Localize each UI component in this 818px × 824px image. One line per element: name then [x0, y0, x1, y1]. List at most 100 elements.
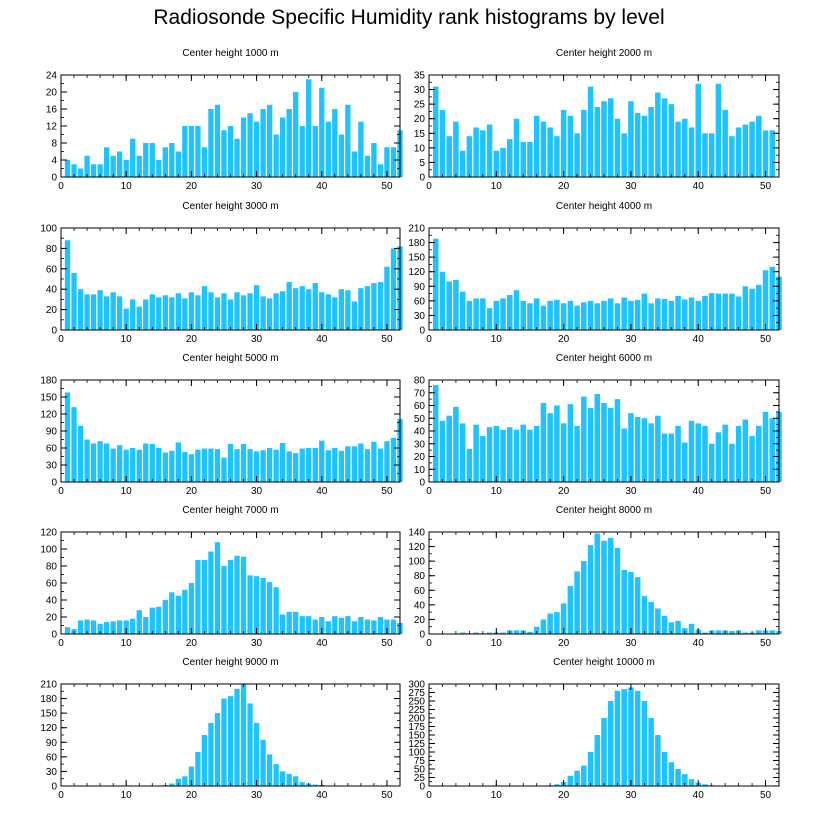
bar — [634, 299, 641, 330]
x-tick-label: 50 — [760, 790, 772, 801]
bar — [594, 394, 601, 482]
bar — [574, 305, 580, 330]
bar — [688, 127, 695, 177]
bar — [641, 701, 648, 786]
y-tick-label: 120 — [40, 723, 57, 734]
bar — [655, 92, 661, 177]
bar — [364, 619, 371, 634]
bar — [332, 616, 338, 634]
y-tick-label: 60 — [414, 296, 426, 307]
bar — [371, 620, 377, 634]
bar — [338, 450, 344, 482]
bar — [273, 764, 279, 786]
bar — [533, 115, 540, 177]
x-tick-label: 20 — [186, 181, 198, 192]
bar — [188, 292, 195, 330]
bar — [574, 133, 580, 177]
bar — [688, 779, 695, 786]
bar — [84, 155, 90, 177]
bar — [384, 147, 390, 177]
panel-title: Center height 6000 m — [556, 353, 652, 364]
bar — [574, 425, 580, 482]
bar — [682, 442, 688, 482]
bar — [480, 436, 486, 482]
y-tick-label: 16 — [46, 105, 58, 116]
x-tick-label: 50 — [760, 181, 772, 192]
bar — [338, 617, 344, 634]
bar — [214, 542, 221, 634]
y-tick-label: 30 — [414, 85, 426, 96]
bar — [507, 295, 513, 330]
panel-title: Center height 3000 m — [182, 201, 278, 212]
bar — [299, 782, 305, 786]
y-tick-label: 35 — [414, 71, 426, 82]
bar — [567, 585, 574, 634]
bar — [648, 107, 654, 177]
bar — [221, 130, 227, 177]
bar — [446, 136, 452, 177]
bar — [756, 425, 762, 482]
bar — [306, 79, 312, 177]
x-tick-label: 0 — [58, 181, 64, 192]
y-tick-label: 60 — [414, 401, 426, 412]
bar — [286, 282, 292, 330]
bar — [253, 576, 260, 634]
y-tick-label: 0 — [51, 326, 57, 337]
x-tick-label: 40 — [693, 334, 705, 345]
bar — [123, 449, 129, 482]
bar — [540, 402, 547, 482]
y-tick-label: 0 — [51, 782, 57, 793]
bar — [729, 136, 735, 177]
y-tick-label: 120 — [40, 410, 57, 421]
y-tick-label: 225 — [408, 705, 425, 716]
bar — [446, 415, 452, 482]
x-tick-label: 30 — [251, 638, 263, 649]
x-tick-label: 20 — [558, 790, 570, 801]
y-tick-label: 5 — [419, 158, 425, 169]
bar — [675, 296, 681, 330]
bar — [655, 735, 661, 786]
y-tick-label: 25 — [414, 100, 426, 111]
bar — [769, 266, 776, 330]
bar — [614, 399, 621, 482]
bar — [742, 124, 749, 177]
bar — [432, 238, 439, 330]
bar — [453, 121, 459, 177]
bar — [195, 295, 201, 330]
bar — [227, 126, 234, 177]
bar — [384, 441, 390, 482]
bar — [560, 109, 567, 177]
x-tick-label: 40 — [316, 486, 328, 497]
bar — [628, 413, 634, 482]
bar — [453, 406, 459, 482]
bar — [266, 754, 273, 786]
y-tick-label: 150 — [40, 393, 57, 404]
bar — [162, 147, 168, 177]
bar — [117, 445, 123, 482]
y-tick-label: 0 — [419, 630, 425, 641]
bar — [188, 766, 195, 786]
bar — [682, 774, 688, 786]
bar — [358, 617, 364, 634]
bar — [500, 429, 506, 482]
x-tick-label: 0 — [426, 486, 432, 497]
y-tick-label: 25 — [414, 773, 426, 784]
bar — [540, 619, 547, 634]
bar — [702, 632, 708, 634]
x-tick-label: 50 — [381, 790, 393, 801]
bar — [661, 298, 668, 330]
x-tick-label: 10 — [491, 790, 503, 801]
bar — [439, 420, 446, 482]
bar — [628, 101, 634, 177]
bar — [722, 424, 728, 482]
bar — [708, 133, 715, 177]
bar — [156, 297, 162, 330]
y-tick-label: 60 — [414, 586, 426, 597]
y-tick-label: 40 — [414, 600, 426, 611]
bar — [293, 92, 299, 177]
bar — [247, 449, 253, 482]
bar — [175, 293, 182, 330]
bar — [247, 575, 253, 634]
bar — [123, 160, 129, 177]
bar — [90, 620, 97, 634]
